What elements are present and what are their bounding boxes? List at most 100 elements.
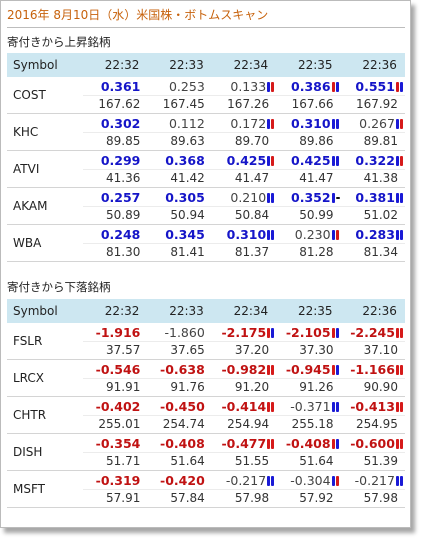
candle-bar [399,155,403,166]
change-value: -0.414 [221,399,267,414]
price-value: 89.63 [170,134,205,148]
price-cell: -0.402 255.01 [83,397,147,433]
candle-bar [271,438,275,449]
candle-icon [331,327,340,339]
price-value: 51.02 [363,208,398,222]
candle-bar [271,327,275,338]
candle-icon [395,364,404,376]
change-value: -0.402 [95,399,141,414]
time-header: 22:34 [233,304,269,318]
candle-icon [267,118,275,130]
symbol-cell[interactable]: ATVI [13,162,40,176]
change-value-group: 0.302 [101,115,141,132]
candle-bar [399,192,403,203]
candle-bar [271,475,275,486]
candle-bar [331,475,335,486]
candle-icon [267,438,275,450]
candle-bar [331,401,335,412]
candle-bar [331,327,335,338]
time-header: 22:35 [297,304,333,318]
price-cell: 0.361 167.62 [83,77,147,113]
change-value: 0.172 [230,116,267,131]
time-header: 22:34 [233,58,269,72]
change-value: 0.310 [226,227,267,242]
candle-bar [395,155,399,166]
price-value: 50.84 [234,208,270,222]
price-value: 41.38 [363,171,398,185]
change-value-group: 0.172 [230,115,275,132]
symbol-cell[interactable]: KHC [13,125,39,139]
change-value-group: 0.267 [359,115,404,132]
symbol-header: Symbol [13,58,58,72]
change-value-group: 0.248 [101,226,141,243]
candle-icon [395,192,404,204]
candle-icon [395,401,404,413]
candle-bar [267,155,271,166]
change-value-group: -0.402 [96,398,141,415]
price-cell: 0.551 167.92 [341,77,405,113]
price-cell: 0.112 89.63 [147,114,211,150]
candle-icon [267,192,275,204]
price-value: 41.42 [170,171,205,185]
price-cell: -0.371 255.18 [276,397,340,433]
symbol-cell[interactable]: LRCX [13,371,45,385]
price-value: 167.45 [162,97,205,111]
gainers-section-title: 寄付きから上昇銘柄 [7,35,111,49]
price-cell: -0.450 254.74 [147,397,211,433]
candle-icon [395,118,404,130]
price-value: 51.55 [234,454,270,468]
candle-bar [335,229,339,240]
time-header: 22:36 [362,304,397,318]
price-value: 255.18 [291,417,334,431]
table-row: FSLR -1.916 37.57 -1.860 37.65 -2.175 37.20 -2.… [7,323,405,360]
candle-bar [267,475,271,486]
candle-bar [395,192,399,203]
change-value-group: -2.245 [350,324,404,341]
change-value-group: 0.305 [165,189,205,206]
price-cell: 0.257 50.89 [83,188,147,224]
candle-bar [395,81,399,92]
price-cell: -0.217 57.98 [212,471,276,507]
change-value: 0.551 [355,79,395,94]
symbol-cell[interactable]: WBA [13,236,42,250]
change-value-group: 0.381 [355,189,404,206]
price-value: 90.90 [363,380,398,394]
price-value: 37.30 [299,343,334,357]
symbol-cell[interactable]: FSLR [13,334,43,348]
change-value: 0.345 [165,227,205,242]
change-value-group: 0.425 [291,152,340,169]
change-value-group: -0.414 [221,398,275,415]
symbol-cell[interactable]: MSFT [13,482,45,496]
price-value: 57.91 [106,491,141,505]
change-value-group: -0.319 [96,472,141,489]
symbol-cell[interactable]: CHTR [13,408,47,422]
price-cell: 0.322 41.38 [341,151,405,187]
price-value: 57.92 [299,491,334,505]
price-value: 50.89 [106,208,141,222]
price-value: 91.20 [234,380,270,394]
symbol-cell[interactable]: COST [13,88,46,102]
change-value-group: 0.551 [355,78,404,95]
symbol-cell[interactable]: AKAM [13,199,48,213]
price-value: 167.26 [227,97,270,111]
change-value: -0.477 [221,436,267,451]
candle-icon [331,229,340,241]
change-value-group: -0.217 [226,472,275,489]
change-value-group: -1.860 [164,324,204,341]
change-value-group: -0.408 [160,435,205,452]
change-value-group: 0.283 [355,226,404,243]
change-value: 0.257 [100,190,141,205]
change-value: -0.408 [285,436,331,451]
price-value: 91.91 [106,380,141,394]
price-cell: -0.945 91.26 [276,360,340,396]
price-cell: 0.310 81.37 [212,225,276,261]
change-value-group: 0.310 [227,226,276,243]
symbol-cell[interactable]: DISH [13,445,43,459]
candle-icon [331,192,340,204]
page-title: 2016年 8月10日（水）米国株・ボトムスキャン [7,6,405,28]
change-value-group: -0.638 [160,361,205,378]
change-value-group: -0.420 [160,472,205,489]
price-cell: -0.413 254.95 [341,397,405,433]
price-cell: -2.105 37.30 [276,323,340,359]
candle-icon [395,438,404,450]
